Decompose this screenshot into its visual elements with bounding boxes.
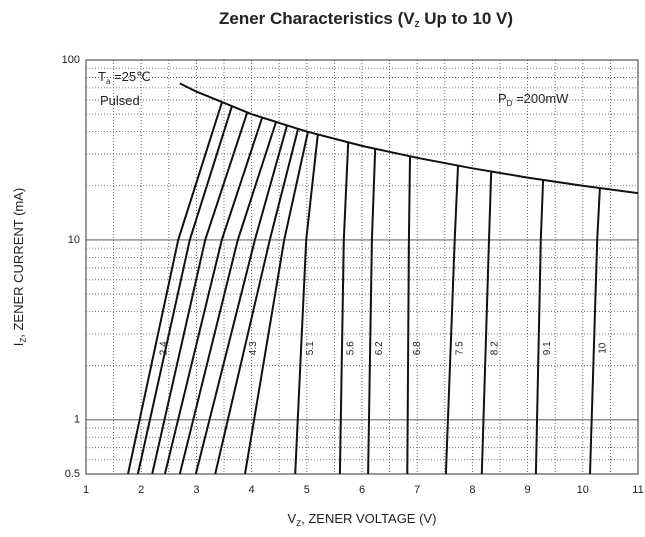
chart-title: Zener Characteristics (VZ Up to 10 V) xyxy=(219,9,513,29)
zener-curve xyxy=(214,128,299,475)
zener-curve xyxy=(338,142,350,475)
zener-curve xyxy=(444,165,459,475)
curve-label: 5.6 xyxy=(346,341,357,355)
x-tick-label: 9 xyxy=(525,484,531,496)
curve-label: 6.8 xyxy=(412,341,423,355)
x-tick-label: 7 xyxy=(414,484,420,496)
curve-label: 7.5 xyxy=(454,341,465,355)
x-tick-label: 11 xyxy=(632,484,643,496)
y-tick-label: 1 xyxy=(74,414,80,426)
zener-curve xyxy=(136,106,233,475)
annotation: Pulsed xyxy=(100,93,140,108)
x-tick-label: 1 xyxy=(83,484,89,496)
power-curve xyxy=(179,82,639,195)
plot-frame xyxy=(85,59,639,475)
zener-curve xyxy=(194,125,288,475)
annotation: Ta =25℃ xyxy=(98,69,151,86)
x-tick-label: 2 xyxy=(138,484,144,496)
x-tick-label: 8 xyxy=(469,484,475,496)
y-tick-label: 10 xyxy=(68,234,80,246)
x-tick-label: 10 xyxy=(577,484,589,496)
zener-curve xyxy=(294,134,319,475)
zener-curve xyxy=(163,117,264,475)
y-axis-label: IZ, ZENER CURRENT (mA) xyxy=(11,188,28,347)
zener-curve xyxy=(367,148,377,475)
curve-label: 10 xyxy=(597,342,608,354)
x-tick-label: 4 xyxy=(249,484,255,496)
curve-label: 8.2 xyxy=(489,341,500,355)
curve-label: 2.4 xyxy=(159,341,170,355)
zener-curve xyxy=(127,102,223,475)
x-tick-label: 5 xyxy=(304,484,310,496)
zener-curve xyxy=(534,179,545,475)
x-tick-label: 3 xyxy=(193,484,199,496)
zener-curve xyxy=(178,122,277,475)
curve-label: 6.2 xyxy=(374,341,385,355)
x-axis-label: VZ, ZENER VOLTAGE (V) xyxy=(288,511,437,528)
zener-curve xyxy=(151,112,249,475)
zener-curve xyxy=(244,131,309,475)
curve-label: 5.1 xyxy=(305,341,316,355)
y-tick-label: 100 xyxy=(62,54,80,66)
zener-curve xyxy=(480,171,493,475)
zener-curve xyxy=(406,156,411,475)
x-tick-label: 6 xyxy=(359,484,365,496)
grid xyxy=(85,59,639,475)
y-tick-label: 0.5 xyxy=(65,468,80,480)
curve-label: 9.1 xyxy=(542,341,553,355)
curve-label: 4.3 xyxy=(248,341,259,355)
zener-curve xyxy=(589,188,601,475)
